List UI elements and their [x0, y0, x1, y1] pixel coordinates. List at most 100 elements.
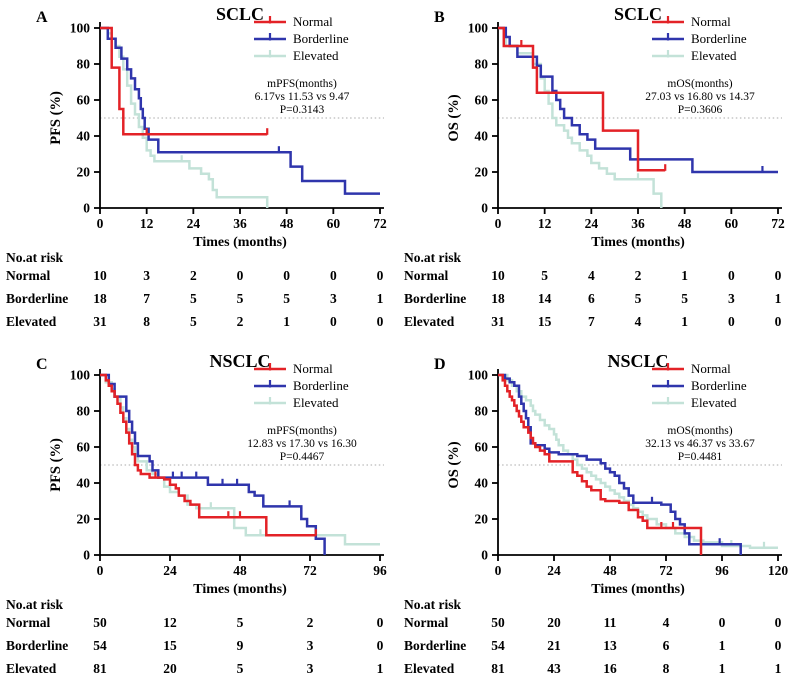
x-tick-label: 60 — [725, 216, 739, 231]
risk-value: 0 — [329, 314, 337, 329]
risk-value: 4 — [662, 615, 670, 630]
x-tick-label: 0 — [495, 216, 502, 231]
y-tick-label: 60 — [475, 440, 489, 455]
risk-value: 1 — [718, 638, 726, 653]
panel-b-risk-table: No.at risk Normal 10 5 4 2 1 0 0 Borderline 18 14 6 5… — [398, 250, 795, 345]
x-tick-label: 72 — [373, 216, 387, 231]
km-curve-elevated — [100, 26, 269, 208]
risk-value: 1 — [681, 314, 689, 329]
legend-item-borderline: Borderline — [254, 31, 349, 46]
risk-value: 5 — [236, 615, 244, 630]
km-curve-borderline — [498, 26, 778, 174]
y-axis-label: PFS (%) — [48, 438, 64, 492]
x-tick-label: 24 — [187, 216, 201, 231]
panel-a-risk-table: No.at risk Normal 10 3 2 0 0 0 0 Borderline 18 7 5 5 5… — [0, 250, 397, 345]
y-tick-label: 100 — [468, 368, 489, 383]
legend-item-normal: Normal — [254, 14, 333, 29]
legend-item-borderline: Borderline — [254, 378, 349, 393]
risk-value: 5 — [189, 291, 197, 306]
risk-value: 5 — [189, 314, 197, 329]
km-curve-borderline — [498, 373, 742, 555]
risk-value: 7 — [143, 291, 151, 306]
risk-row-label: Normal — [6, 268, 51, 283]
risk-row-label: Normal — [404, 615, 449, 630]
risk-value: 31 — [93, 314, 107, 329]
legend-label: Normal — [691, 361, 731, 376]
y-tick-label: 80 — [475, 404, 489, 419]
legend-item-elevated: Elevated — [254, 48, 339, 63]
risk-row-label: Borderline — [404, 291, 467, 306]
panel-b-chart: B SCLC 0 20 40 60 80 100 0 12 24 36 48 60 72 OS (%) Time… — [398, 0, 795, 250]
risk-value: 1 — [718, 661, 726, 676]
risk-row-label: Borderline — [6, 291, 69, 306]
panel-letter: A — [36, 9, 48, 26]
x-tick-label: 60 — [327, 216, 341, 231]
risk-value: 11 — [603, 615, 617, 630]
km-curve-normal — [498, 26, 666, 172]
legend-label: Normal — [691, 14, 731, 29]
legend-label: Elevated — [293, 48, 339, 63]
risk-value: 0 — [376, 615, 384, 630]
risk-value: 1 — [376, 661, 384, 676]
risk-value: 5 — [634, 291, 642, 306]
panel-a: A SCLC 0 20 40 60 80 100 0 12 24 36 48 60 72 PFS (%) Tim… — [0, 0, 397, 345]
y-tick-label: 80 — [475, 57, 489, 72]
risk-value: 16 — [603, 661, 617, 676]
y-tick-label: 100 — [70, 21, 91, 36]
legend-label: Borderline — [293, 31, 349, 46]
x-tick-label: 72 — [303, 563, 317, 578]
risk-value: 1 — [376, 291, 384, 306]
y-tick-label: 20 — [77, 165, 91, 180]
panel-c-risk-table: No.at risk Normal 50 12 5 2 0 Borderline 54 15 9 3 0… — [0, 597, 397, 692]
panel-b: B SCLC 0 20 40 60 80 100 0 12 24 36 48 60 72 OS (%) Time… — [398, 0, 795, 345]
risk-value: 0 — [727, 268, 735, 283]
risk-value: 0 — [283, 268, 291, 283]
legend-label: Normal — [293, 361, 333, 376]
risk-row-label: Borderline — [404, 638, 467, 653]
km-chart-A: A SCLC 0 20 40 60 80 100 0 12 24 36 48 60 72 PFS (%) Tim… — [36, 4, 387, 250]
risk-value: 3 — [306, 638, 314, 653]
y-tick-label: 80 — [77, 57, 91, 72]
km-curve-borderline — [100, 373, 326, 555]
y-tick-label: 0 — [83, 201, 90, 216]
x-tick-label: 24 — [585, 216, 599, 231]
legend-label: Elevated — [691, 395, 737, 410]
risk-value: 15 — [163, 638, 177, 653]
legend-item-elevated: Elevated — [652, 395, 737, 410]
y-tick-label: 60 — [475, 93, 489, 108]
risk-row-label: Elevated — [404, 661, 455, 676]
x-tick-label: 72 — [659, 563, 673, 578]
x-tick-label: 96 — [373, 563, 387, 578]
x-tick-label: 48 — [280, 216, 294, 231]
risk-value: 54 — [93, 638, 107, 653]
legend-item-borderline: Borderline — [652, 378, 747, 393]
y-tick-label: 60 — [77, 440, 91, 455]
y-tick-label: 100 — [468, 21, 489, 36]
y-tick-label: 40 — [475, 129, 489, 144]
legend-item-elevated: Elevated — [652, 48, 737, 63]
km-curve-elevated — [498, 26, 663, 208]
panel-letter: B — [434, 9, 445, 26]
km-curve-normal — [100, 373, 316, 537]
chart-title: NSCLC — [209, 351, 270, 371]
risk-value: 20 — [547, 615, 561, 630]
chart-title: SCLC — [614, 4, 662, 24]
annotation-line: P=0.4481 — [678, 451, 723, 463]
risk-value: 5 — [541, 268, 549, 283]
y-axis-label: OS (%) — [446, 441, 462, 488]
panel-letter: C — [36, 356, 48, 373]
annotation-line: mPFS(months) — [267, 78, 337, 90]
y-tick-label: 40 — [77, 129, 91, 144]
x-tick-label: 120 — [768, 563, 789, 578]
annotation-line: mOS(months) — [667, 425, 732, 437]
x-tick-label: 0 — [495, 563, 502, 578]
legend-label: Borderline — [293, 378, 349, 393]
risk-value: 8 — [143, 314, 151, 329]
x-tick-label: 24 — [163, 563, 177, 578]
risk-value: 1 — [681, 268, 689, 283]
x-axis-label: Times (months) — [591, 582, 685, 597]
risk-value: 50 — [93, 615, 107, 630]
risk-row-label: Elevated — [6, 661, 57, 676]
risk-row-label: Elevated — [404, 314, 455, 329]
risk-value: 5 — [236, 291, 244, 306]
